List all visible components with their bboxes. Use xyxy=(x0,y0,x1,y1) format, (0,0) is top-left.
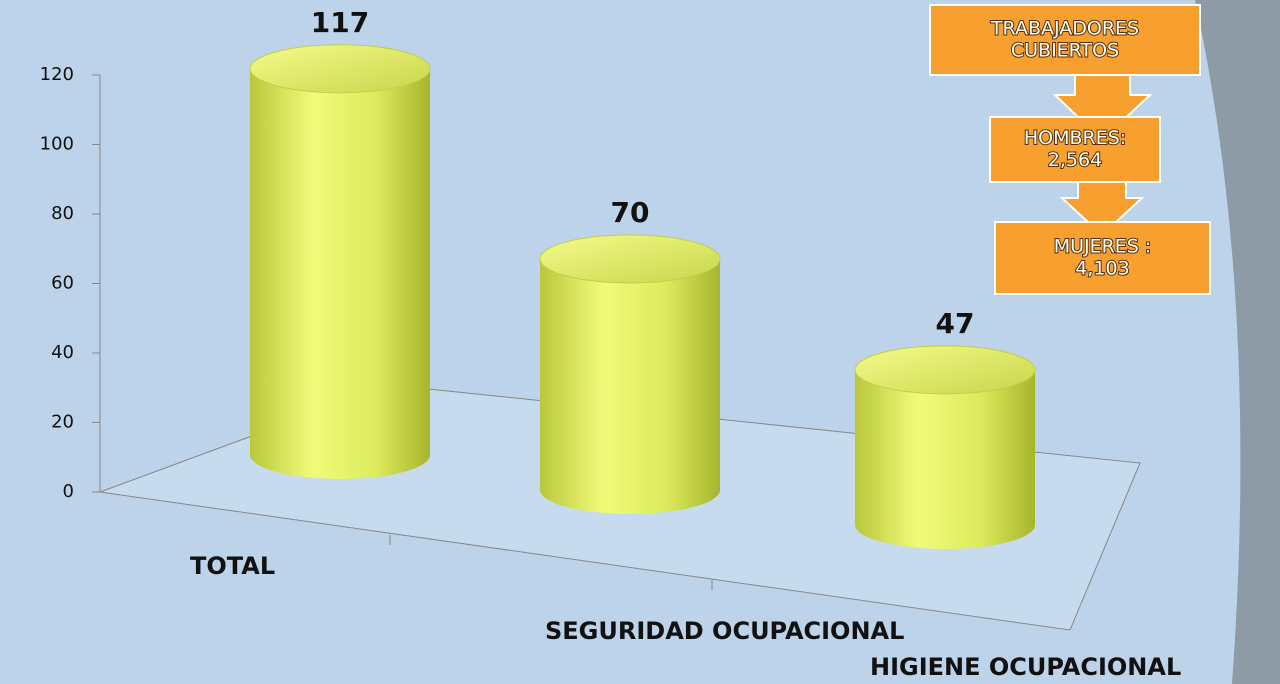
bar-top xyxy=(249,44,431,94)
flow-box-text: CUBIERTOS xyxy=(1011,40,1119,62)
arrow xyxy=(1059,181,1145,237)
value-label: 117 xyxy=(311,6,369,39)
y-tick-label: 120 xyxy=(40,64,74,85)
bar xyxy=(855,369,1035,549)
value-label: 70 xyxy=(611,196,650,229)
flow-box-text: 4,103 xyxy=(1075,258,1129,280)
x-tick-label: TOTAL xyxy=(190,552,275,580)
x-tick-label: HIGIENE OCUPACIONAL xyxy=(870,653,1181,681)
y-tick-label: 20 xyxy=(51,412,74,433)
flow-box-text: HOMBRES: xyxy=(1024,127,1126,149)
value-label: 47 xyxy=(936,307,975,340)
x-tick-label: SEGURIDAD OCUPACIONAL xyxy=(545,617,904,645)
y-tick-label: 80 xyxy=(51,203,74,224)
y-tick-label: 60 xyxy=(51,273,74,294)
flow-box-text: MUJERES : xyxy=(1054,236,1152,258)
flow-box xyxy=(929,4,1201,76)
flow-box-text: 2,564 xyxy=(1048,149,1102,171)
y-tick-label: 100 xyxy=(40,134,74,155)
y-tick-label: 40 xyxy=(51,342,74,363)
flow-box xyxy=(994,221,1211,295)
flow-box xyxy=(989,116,1161,183)
bar xyxy=(540,258,720,514)
y-tick-label: 0 xyxy=(63,481,74,502)
side-decoration xyxy=(1195,0,1280,684)
flow-box-text: TRABAJADORES xyxy=(990,18,1139,40)
bar-top xyxy=(539,234,721,284)
bar xyxy=(250,68,430,479)
bar-top xyxy=(854,345,1036,395)
